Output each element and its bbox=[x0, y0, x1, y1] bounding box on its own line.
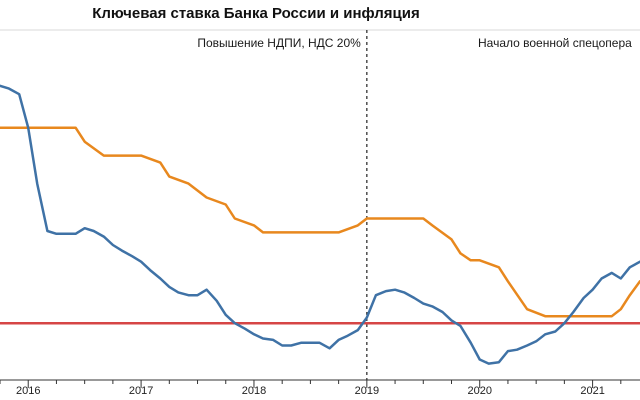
series-line-0 bbox=[0, 84, 640, 365]
x-axis: 2016 2017 2018 2019 2020 2021 bbox=[0, 379, 640, 397]
series-lines bbox=[0, 84, 640, 365]
x-tick-label: 2019 bbox=[355, 385, 379, 397]
annotations: Повышение НДПИ, НДС 20% Начало военной сп… bbox=[197, 30, 632, 380]
x-tick-label: 2016 bbox=[16, 385, 40, 397]
x-tick-label: 2017 bbox=[129, 385, 153, 397]
chart-title: Ключевая ставка Банка России и инфляция bbox=[92, 5, 420, 22]
annotation-label-1: Начало военной спецопера bbox=[478, 36, 632, 50]
x-tick-label: 2018 bbox=[242, 385, 266, 397]
series-line-1 bbox=[0, 126, 640, 318]
x-tick-label: 2020 bbox=[467, 385, 491, 397]
x-tick-label: 2021 bbox=[580, 385, 604, 397]
annotation-label-0: Повышение НДПИ, НДС 20% bbox=[197, 36, 361, 50]
